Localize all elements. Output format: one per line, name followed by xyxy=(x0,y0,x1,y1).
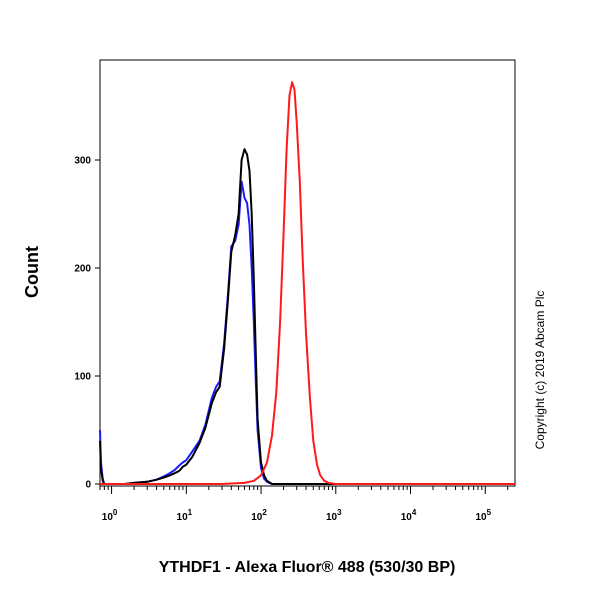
plot-frame xyxy=(99,59,516,487)
x-axis-title: YTHDF1 - Alexa Fluor® 488 (530/30 BP) xyxy=(159,559,456,576)
y-axis-title: Count xyxy=(22,246,42,298)
x-tick-exponent: 4 xyxy=(412,508,417,517)
x-tick-exponent: 3 xyxy=(337,508,342,517)
x-tick-base: 10 xyxy=(326,512,338,523)
copyright-notice: Copyright (c) 2019 Abcam Plc xyxy=(533,291,547,450)
y-tick-label: 100 xyxy=(74,372,91,383)
x-tick-label: 104 xyxy=(401,508,417,523)
x-axis: 100 101 102 103 104 105 xyxy=(99,486,509,523)
x-tick-label: 103 xyxy=(326,508,342,523)
histogram-series-3 xyxy=(100,81,515,485)
x-tick-label: 102 xyxy=(251,508,267,523)
x-tick-label: 101 xyxy=(177,508,193,523)
x-tick-exponent: 2 xyxy=(262,508,267,517)
x-tick-base: 10 xyxy=(177,512,189,523)
x-tick-base: 10 xyxy=(251,512,263,523)
histogram-series-1 xyxy=(99,180,515,485)
x-tick-base: 10 xyxy=(401,512,413,523)
y-tick-label: 200 xyxy=(74,264,91,275)
histogram-series-2 xyxy=(99,148,515,485)
x-tick-label: 105 xyxy=(475,508,491,523)
x-tick-exponent: 0 xyxy=(113,508,118,517)
x-tick-exponent: 5 xyxy=(487,508,492,517)
y-axis: 0 100 200 300 xyxy=(74,156,100,491)
y-tick-label: 0 xyxy=(85,480,91,491)
series-layer xyxy=(99,81,515,485)
x-tick-base: 10 xyxy=(102,512,114,523)
y-tick-label: 300 xyxy=(74,156,91,167)
x-tick-exponent: 1 xyxy=(188,508,193,517)
x-tick-base: 10 xyxy=(475,512,487,523)
x-tick-label: 100 xyxy=(102,508,118,523)
